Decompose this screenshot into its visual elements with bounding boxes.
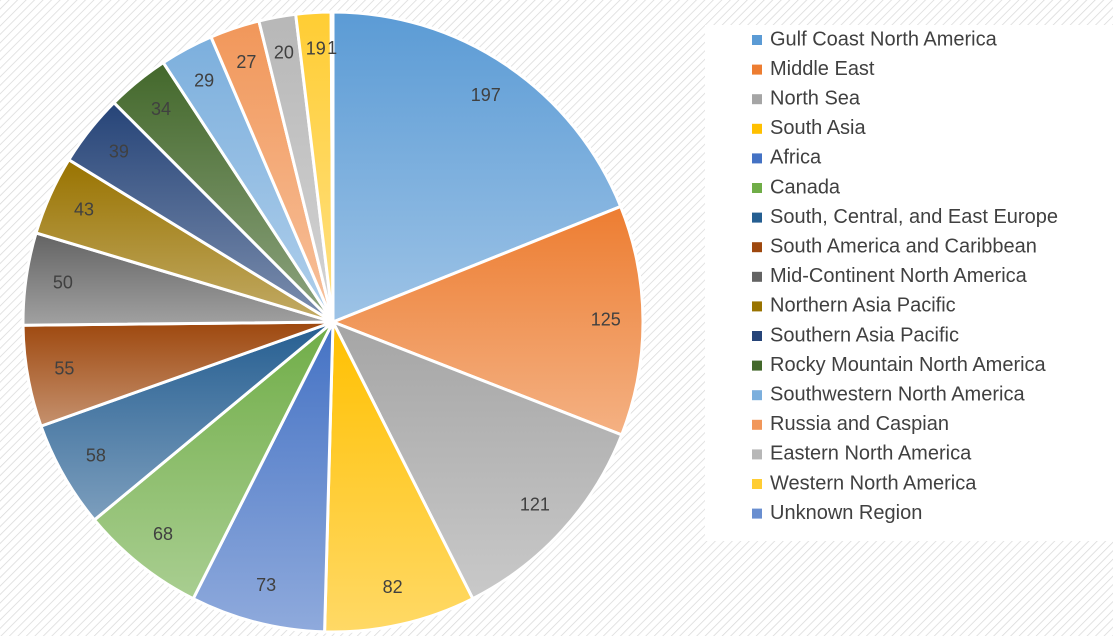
legend-marker bbox=[752, 508, 762, 519]
data-label: 58 bbox=[86, 446, 106, 466]
legend-marker bbox=[752, 183, 762, 193]
data-label: 27 bbox=[236, 52, 256, 72]
data-label: 121 bbox=[520, 494, 550, 514]
data-label: 68 bbox=[153, 524, 173, 544]
data-label: 43 bbox=[74, 199, 94, 219]
legend-label: South Asia bbox=[770, 117, 867, 139]
data-label: 82 bbox=[383, 577, 403, 597]
pie-slice bbox=[329, 10, 335, 323]
pie-slice bbox=[191, 321, 335, 634]
legend-label: Rocky Mountain North America bbox=[770, 354, 1047, 376]
legend-label: South, Central, and East Europe bbox=[770, 206, 1058, 228]
legend-marker bbox=[752, 479, 762, 489]
legend-label: Southern Asia Pacific bbox=[770, 324, 959, 346]
data-label: 125 bbox=[591, 310, 621, 330]
legend-label: Russia and Caspian bbox=[770, 413, 949, 435]
data-label: 20 bbox=[274, 42, 294, 62]
legend-marker bbox=[752, 64, 762, 75]
data-label: 34 bbox=[151, 99, 171, 119]
legend-label: Southwestern North America bbox=[770, 383, 1025, 405]
data-label: 1 bbox=[327, 38, 337, 58]
legend-marker bbox=[752, 360, 762, 371]
legend-marker bbox=[752, 123, 762, 134]
legend-label: Northern Asia Pacific bbox=[770, 295, 956, 317]
legend-marker bbox=[752, 212, 762, 223]
legend-box bbox=[705, 25, 1113, 541]
pie-slice bbox=[329, 319, 624, 601]
data-label: 39 bbox=[109, 142, 129, 162]
legend-label: Canada bbox=[770, 176, 841, 198]
legend-marker bbox=[752, 301, 762, 312]
pie-slice bbox=[323, 321, 475, 634]
pie-slice bbox=[92, 320, 335, 601]
legend-marker bbox=[752, 390, 762, 401]
legend-label: Mid-Continent North America bbox=[770, 265, 1028, 287]
legend-marker bbox=[752, 449, 762, 460]
legend-marker bbox=[752, 35, 762, 45]
legend-marker bbox=[752, 242, 762, 253]
data-label: 50 bbox=[53, 273, 73, 293]
legend-label: South America and Caribbean bbox=[770, 235, 1037, 257]
legend-label: Western North America bbox=[770, 472, 977, 494]
data-label: 73 bbox=[256, 575, 276, 595]
legend-marker bbox=[752, 271, 762, 282]
legend-marker bbox=[752, 153, 762, 164]
legend-marker bbox=[752, 94, 762, 105]
data-label: 197 bbox=[471, 85, 501, 105]
data-label: 55 bbox=[54, 359, 74, 379]
legend-label: Africa bbox=[770, 147, 822, 169]
pie-slice bbox=[328, 204, 645, 437]
legend-label: North Sea bbox=[770, 87, 861, 109]
data-label: 19 bbox=[306, 38, 326, 58]
legend-label: Gulf Coast North America bbox=[770, 28, 998, 50]
legend-label: Unknown Region bbox=[770, 502, 922, 524]
pie-slice bbox=[331, 10, 623, 325]
legend-label: Middle East bbox=[770, 58, 875, 80]
legend-label: Eastern North America bbox=[770, 443, 972, 465]
legend-marker bbox=[752, 419, 762, 430]
data-label: 29 bbox=[194, 70, 214, 90]
legend-marker bbox=[752, 331, 762, 341]
